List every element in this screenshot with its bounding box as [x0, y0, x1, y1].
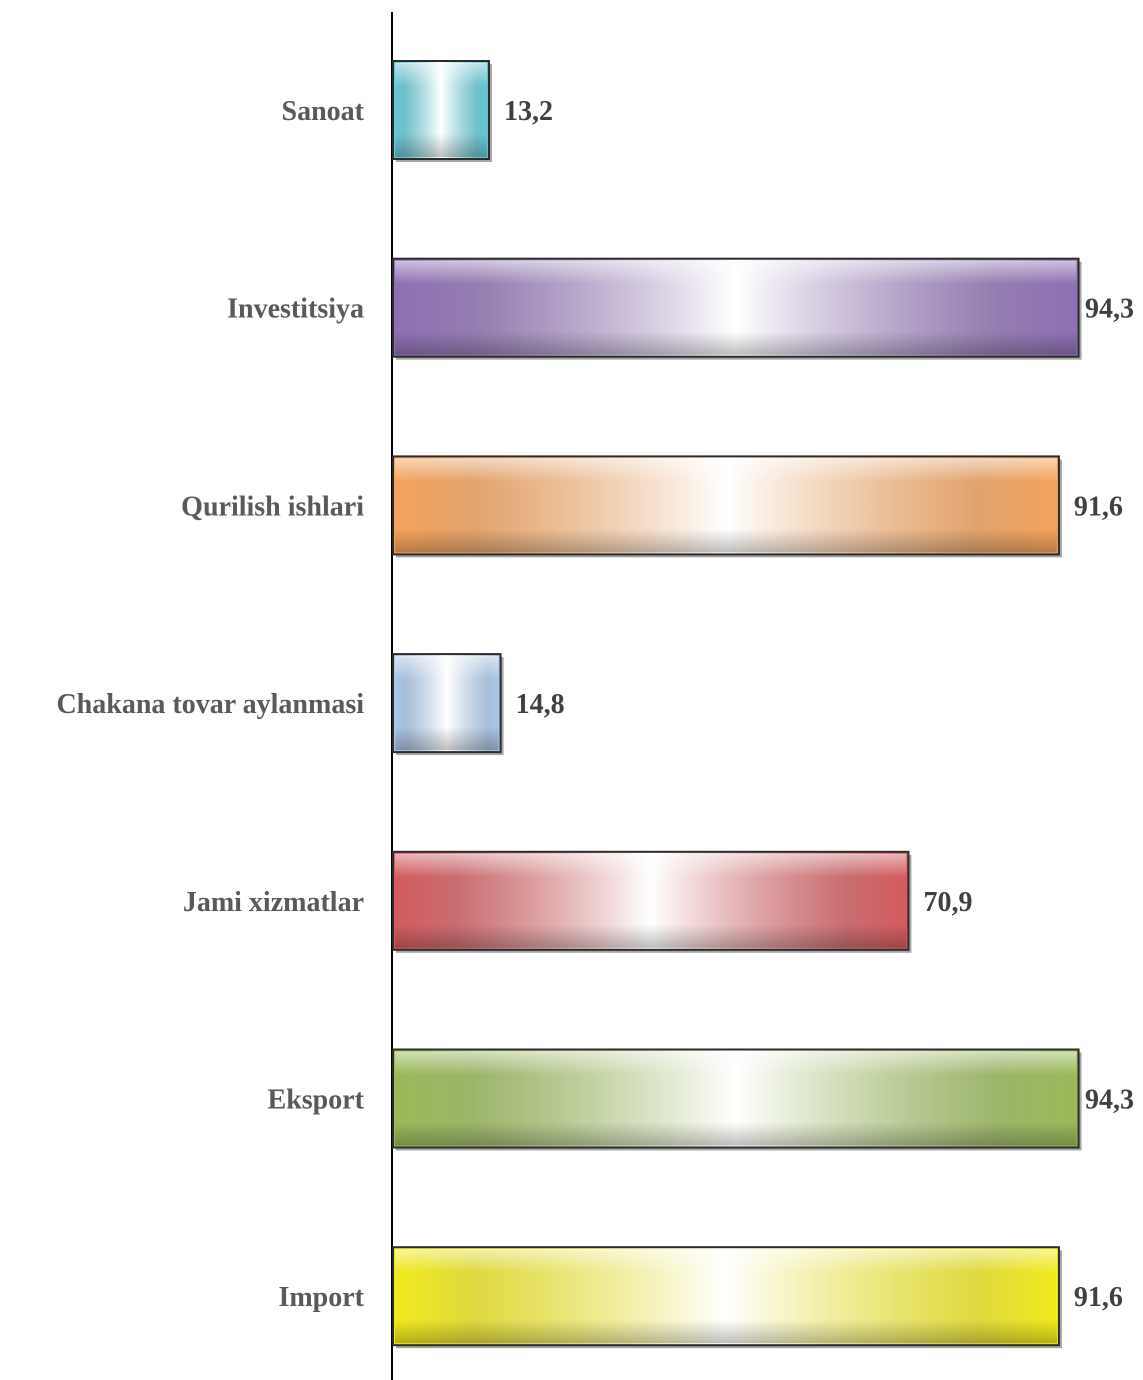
bar-bevel-investitsiya [395, 260, 1077, 355]
bar-bevel-eksport [395, 1051, 1077, 1146]
category-label-qurilish-ishlari: Qurilish ishlari [181, 491, 364, 522]
value-label-jami-xizmatlar: 70,9 [923, 887, 972, 918]
category-label-eksport: Eksport [268, 1085, 365, 1116]
bar-bevel-sanoat [395, 63, 487, 157]
bar-bevel-import [395, 1249, 1057, 1344]
category-label-chakana-tovar-aylanmasi: Chakana tovar aylanmasi [56, 689, 364, 720]
category-label-jami-xizmatlar: Jami xizmatlar [183, 887, 364, 918]
value-label-chakana-tovar-aylanmasi: 14,8 [516, 689, 565, 720]
value-label-eksport: 94,3 [1085, 1085, 1134, 1116]
bar-bevel-chakana-tovar-aylanmasi [395, 656, 499, 751]
value-label-investitsiya: 94,3 [1085, 294, 1134, 325]
category-label-sanoat: Sanoat [282, 96, 365, 127]
category-label-investitsiya: Investitsiya [227, 294, 364, 325]
bar-bevel-jami-xizmatlar [395, 853, 907, 948]
bar-bevel-qurilish-ishlari [395, 458, 1057, 553]
value-label-sanoat: 13,2 [504, 96, 553, 127]
category-label-import: Import [278, 1282, 364, 1313]
value-label-import: 91,6 [1074, 1282, 1123, 1313]
value-label-qurilish-ishlari: 91,6 [1074, 491, 1123, 522]
